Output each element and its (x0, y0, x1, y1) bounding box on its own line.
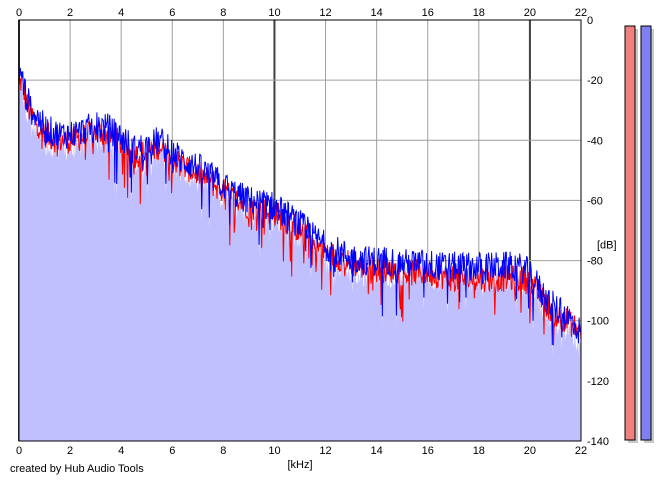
x-tick-label: 0 (16, 445, 22, 457)
x-tick-label: 2 (67, 445, 73, 457)
x-tick-label: 10 (268, 445, 280, 457)
y-tick-label: -80 (587, 256, 603, 268)
x-tick-labels-top: 0 2 4 6 8 10 12 14 16 18 20 22 (16, 7, 587, 19)
y-tick-label: -40 (587, 135, 603, 147)
x-tick-label: 14 (371, 445, 383, 457)
spectrum-fill-area (19, 79, 581, 442)
x-tick-label: 0 (16, 7, 22, 19)
y-tick-label: -60 (587, 195, 603, 207)
level-meters (624, 25, 654, 443)
x-tick-label: 20 (524, 7, 536, 19)
x-tick-label: 12 (319, 445, 331, 457)
y-tick-label: -120 (587, 376, 609, 388)
x-tick-label: 22 (575, 445, 587, 457)
y-tick-label: -140 (587, 436, 609, 448)
plot-frame (18, 19, 582, 442)
y-tick-label: 0 (587, 15, 593, 27)
x-tick-label: 22 (575, 7, 587, 19)
x-tick-label: 14 (371, 7, 383, 19)
level-meter-right (640, 25, 652, 441)
credit-text: created by Hub Audio Tools (10, 463, 144, 475)
y-tick-labels: 0 -20 -40 -60 -80 -100 -120 -140 (587, 15, 609, 448)
y-tick-label: -20 (587, 75, 603, 87)
x-tick-label: 20 (524, 445, 536, 457)
series-line-blue (18, 67, 582, 346)
x-tick-label: 18 (473, 7, 485, 19)
x-tick-labels-bottom: 0 2 4 6 8 10 12 14 16 18 20 22 (16, 445, 587, 457)
x-tick-label: 4 (118, 7, 124, 19)
x-tick-label: 8 (220, 7, 226, 19)
x-tick-label: 10 (268, 7, 280, 19)
x-tick-label: 8 (220, 445, 226, 457)
y-axis-label: [dB] (597, 240, 617, 252)
x-tick-label: 2 (67, 7, 73, 19)
x-tick-label: 12 (319, 7, 331, 19)
x-tick-label: 16 (422, 445, 434, 457)
x-tick-label: 4 (118, 445, 124, 457)
x-tick-label: 18 (473, 445, 485, 457)
spectrum-series (18, 67, 582, 346)
level-meter-left (624, 25, 636, 441)
x-tick-label: 16 (422, 7, 434, 19)
x-axis-label: [kHz] (287, 459, 312, 471)
x-tick-label: 6 (169, 7, 175, 19)
y-tick-label: -100 (587, 316, 609, 328)
x-tick-label: 6 (169, 445, 175, 457)
